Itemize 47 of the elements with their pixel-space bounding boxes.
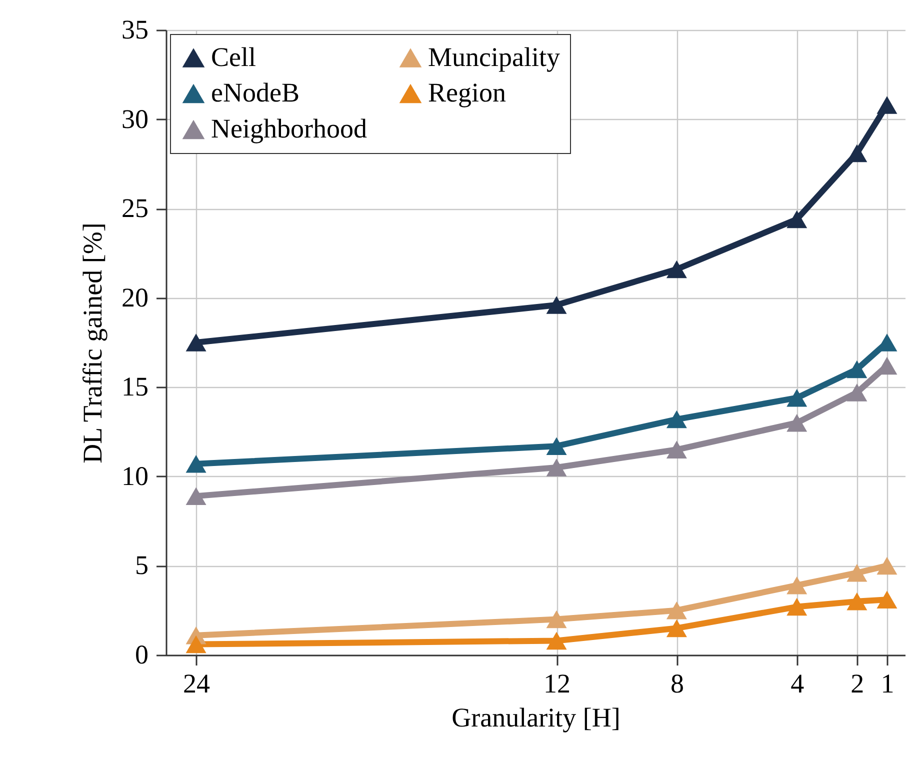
y-tick-label: 30 [122, 104, 148, 134]
point [846, 564, 868, 582]
x-tick-label: 4 [790, 668, 805, 698]
x-axis-title: Granularity [H] [452, 702, 620, 732]
y-tick-label: 25 [122, 193, 148, 224]
point [846, 592, 868, 610]
y-tick-label: 5 [135, 550, 148, 580]
point [666, 601, 687, 620]
x-tick-label: 8 [670, 668, 684, 698]
point [876, 96, 898, 114]
point [186, 334, 206, 352]
y-tick-label: 0 [135, 640, 148, 670]
point [786, 388, 808, 407]
point [846, 360, 868, 378]
x-tick-label: 1 [880, 668, 894, 698]
point [186, 635, 206, 654]
x-tick-label: 2 [850, 668, 864, 698]
legend-label: eNodeB [211, 78, 300, 108]
point [786, 576, 808, 594]
point [546, 632, 567, 650]
x-tick-label: 24 [183, 668, 211, 698]
legend-label: Neighborhood [211, 114, 368, 144]
y-axis-title: DL Traffic gained [%] [78, 222, 108, 464]
point [666, 440, 687, 459]
point [846, 384, 868, 402]
point [546, 296, 567, 314]
legend-label: Region [428, 78, 506, 108]
point [666, 619, 687, 638]
point [546, 610, 567, 628]
point [876, 556, 898, 575]
legend-label: Muncipality [428, 42, 560, 72]
point [546, 437, 567, 455]
y-tick-label: 10 [122, 460, 148, 491]
point [786, 210, 808, 228]
point [546, 458, 567, 476]
point [186, 455, 206, 473]
x-tick-label: 12 [544, 668, 571, 698]
point [186, 487, 206, 505]
point [876, 590, 898, 609]
legend-label: Cell [211, 42, 256, 72]
point [786, 598, 808, 616]
y-tick-label: 20 [122, 282, 148, 312]
y-tick-label: 15 [122, 372, 148, 402]
point [786, 414, 808, 432]
y-tick-label: 35 [122, 14, 148, 44]
point [666, 410, 687, 428]
point [666, 260, 687, 278]
